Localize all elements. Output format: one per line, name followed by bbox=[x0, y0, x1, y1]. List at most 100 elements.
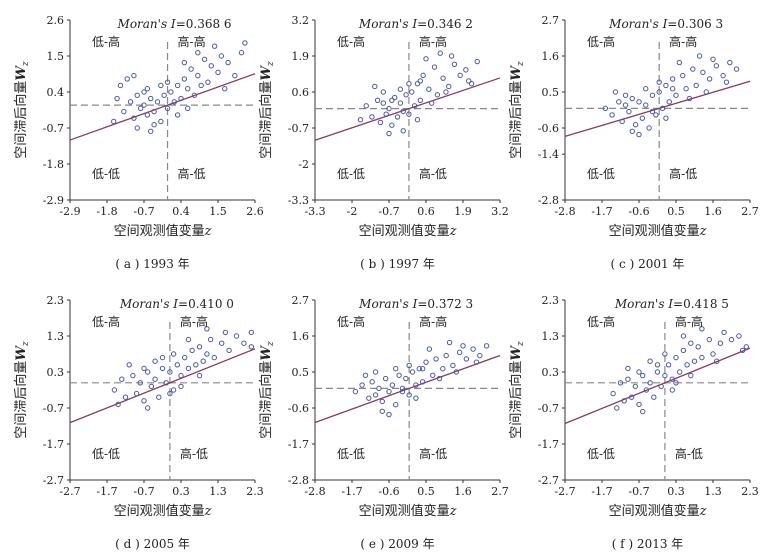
x-tick-label: -1.7 bbox=[341, 485, 362, 498]
data-point bbox=[451, 61, 458, 68]
y-tick-label: -0.7 bbox=[538, 402, 559, 415]
data-point bbox=[720, 72, 726, 79]
y-tick-label: 1.3 bbox=[542, 330, 560, 343]
x-axis-title-var: z bbox=[449, 224, 457, 239]
data-point bbox=[629, 128, 635, 134]
y-axis-title-var: W bbox=[14, 65, 29, 81]
x-tick-label: 1.9 bbox=[454, 205, 472, 218]
morans-i-label: Moran's I=0.372 3 bbox=[358, 297, 473, 311]
morans-i-prefix: Moran's I bbox=[117, 17, 176, 31]
data-point bbox=[399, 385, 406, 392]
quadrant-label-top-right: 高-高 bbox=[178, 34, 206, 49]
data-point bbox=[225, 59, 231, 66]
data-point bbox=[733, 66, 740, 72]
y-tick-label: 3.2 bbox=[292, 14, 310, 27]
data-point bbox=[144, 112, 151, 118]
data-point bbox=[141, 102, 147, 108]
data-point bbox=[706, 336, 712, 343]
data-point bbox=[728, 336, 735, 343]
data-point bbox=[158, 118, 164, 125]
data-point bbox=[159, 354, 166, 361]
data-point bbox=[463, 67, 469, 73]
y-axis-title-var: W bbox=[509, 65, 524, 81]
data-point bbox=[208, 63, 214, 69]
y-tick-label: -0.6 bbox=[538, 122, 559, 135]
data-point bbox=[673, 380, 679, 386]
data-point bbox=[242, 40, 248, 46]
y-axis-title-sub: z bbox=[266, 61, 276, 67]
data-point bbox=[397, 100, 404, 106]
data-point bbox=[413, 395, 419, 401]
x-axis-title: 空间观测值变量z bbox=[359, 503, 457, 519]
data-point bbox=[195, 72, 201, 79]
quadrant-label-top-left: 低-高 bbox=[587, 34, 615, 49]
data-point bbox=[743, 344, 749, 350]
x-axis-title-text: 空间观测值变量 bbox=[114, 503, 205, 519]
panel-c: -2.8 -1.7 -0.6 0.5 1.6 2.7 2.7 1.6 0.5 -0.6 -1.4 -2… bbox=[508, 14, 759, 271]
data-point bbox=[380, 100, 387, 106]
data-point bbox=[379, 408, 385, 414]
data-point bbox=[713, 63, 720, 69]
y-tick-label: 1.5 bbox=[47, 50, 65, 63]
data-point bbox=[171, 99, 177, 105]
data-point bbox=[677, 369, 683, 375]
x-tick-label: 2.7 bbox=[491, 485, 509, 498]
data-point bbox=[706, 76, 713, 82]
data-point bbox=[676, 59, 683, 66]
morans-i-value: =0.372 3 bbox=[417, 297, 473, 311]
data-point bbox=[653, 112, 659, 118]
x-axis-title: 空间观测值变量z bbox=[114, 503, 212, 519]
data-point bbox=[148, 383, 155, 390]
data-point bbox=[369, 379, 375, 385]
data-point bbox=[152, 358, 158, 364]
panel-a: -2.9 -1.8 -0.7 0.4 1.5 2.6 2.6 1.5 0.4 -0.7 -1.8 -2… bbox=[13, 14, 264, 271]
data-point bbox=[431, 64, 438, 70]
data-point bbox=[640, 408, 646, 415]
data-point bbox=[621, 398, 627, 404]
x-tick-label: -2.7 bbox=[554, 485, 575, 498]
data-point bbox=[389, 382, 396, 388]
data-point bbox=[647, 358, 653, 364]
data-point bbox=[669, 387, 675, 393]
y-tick-label: 1.3 bbox=[47, 330, 65, 343]
y-tick-label: -1.7 bbox=[43, 438, 64, 451]
data-point bbox=[241, 340, 247, 346]
y-tick-label: -2 bbox=[298, 158, 309, 171]
y-axis-title-text: 空间滞后向量 bbox=[508, 81, 524, 159]
data-point bbox=[389, 122, 395, 128]
x-tick-label: -0.7 bbox=[133, 485, 154, 498]
x-tick-label: -0.6 bbox=[378, 485, 399, 498]
data-point bbox=[414, 116, 421, 123]
morans-i-value: =0.410 0 bbox=[178, 297, 234, 311]
data-point bbox=[156, 394, 162, 400]
y-tick-label: 0.5 bbox=[542, 86, 560, 99]
x-tick-label: -1.7 bbox=[591, 205, 612, 218]
data-point bbox=[663, 82, 669, 89]
data-point bbox=[372, 392, 379, 398]
data-point bbox=[470, 346, 476, 352]
regression-line bbox=[69, 73, 256, 141]
data-point bbox=[205, 79, 211, 85]
data-point bbox=[686, 95, 693, 102]
panel-f: -2.7 -1.7 -0.7 0.3 1.3 2.3 2.3 1.3 0.3 -0.7 -1.7 -2… bbox=[508, 294, 759, 551]
y-tick-label: 1.6 bbox=[292, 330, 310, 343]
morans-i-prefix: Moran's I bbox=[358, 17, 417, 31]
data-point bbox=[357, 116, 364, 123]
data-point bbox=[406, 362, 412, 369]
x-tick-label: 0.5 bbox=[667, 205, 685, 218]
data-point bbox=[119, 376, 125, 382]
morans-i-prefix: Moran's I bbox=[608, 17, 667, 31]
data-point bbox=[640, 372, 646, 379]
data-point bbox=[372, 369, 379, 375]
data-point bbox=[647, 380, 653, 386]
panel-caption: ( f ) 2013 年 bbox=[612, 537, 684, 551]
x-tick-label: -2.9 bbox=[59, 205, 80, 218]
data-point bbox=[133, 390, 140, 397]
y-tick-label: 2.7 bbox=[542, 14, 560, 27]
data-point bbox=[456, 349, 463, 356]
morans-i-prefix: Moran's I bbox=[614, 297, 673, 311]
data-point bbox=[717, 340, 724, 346]
data-point bbox=[145, 405, 151, 411]
data-point bbox=[446, 339, 453, 346]
